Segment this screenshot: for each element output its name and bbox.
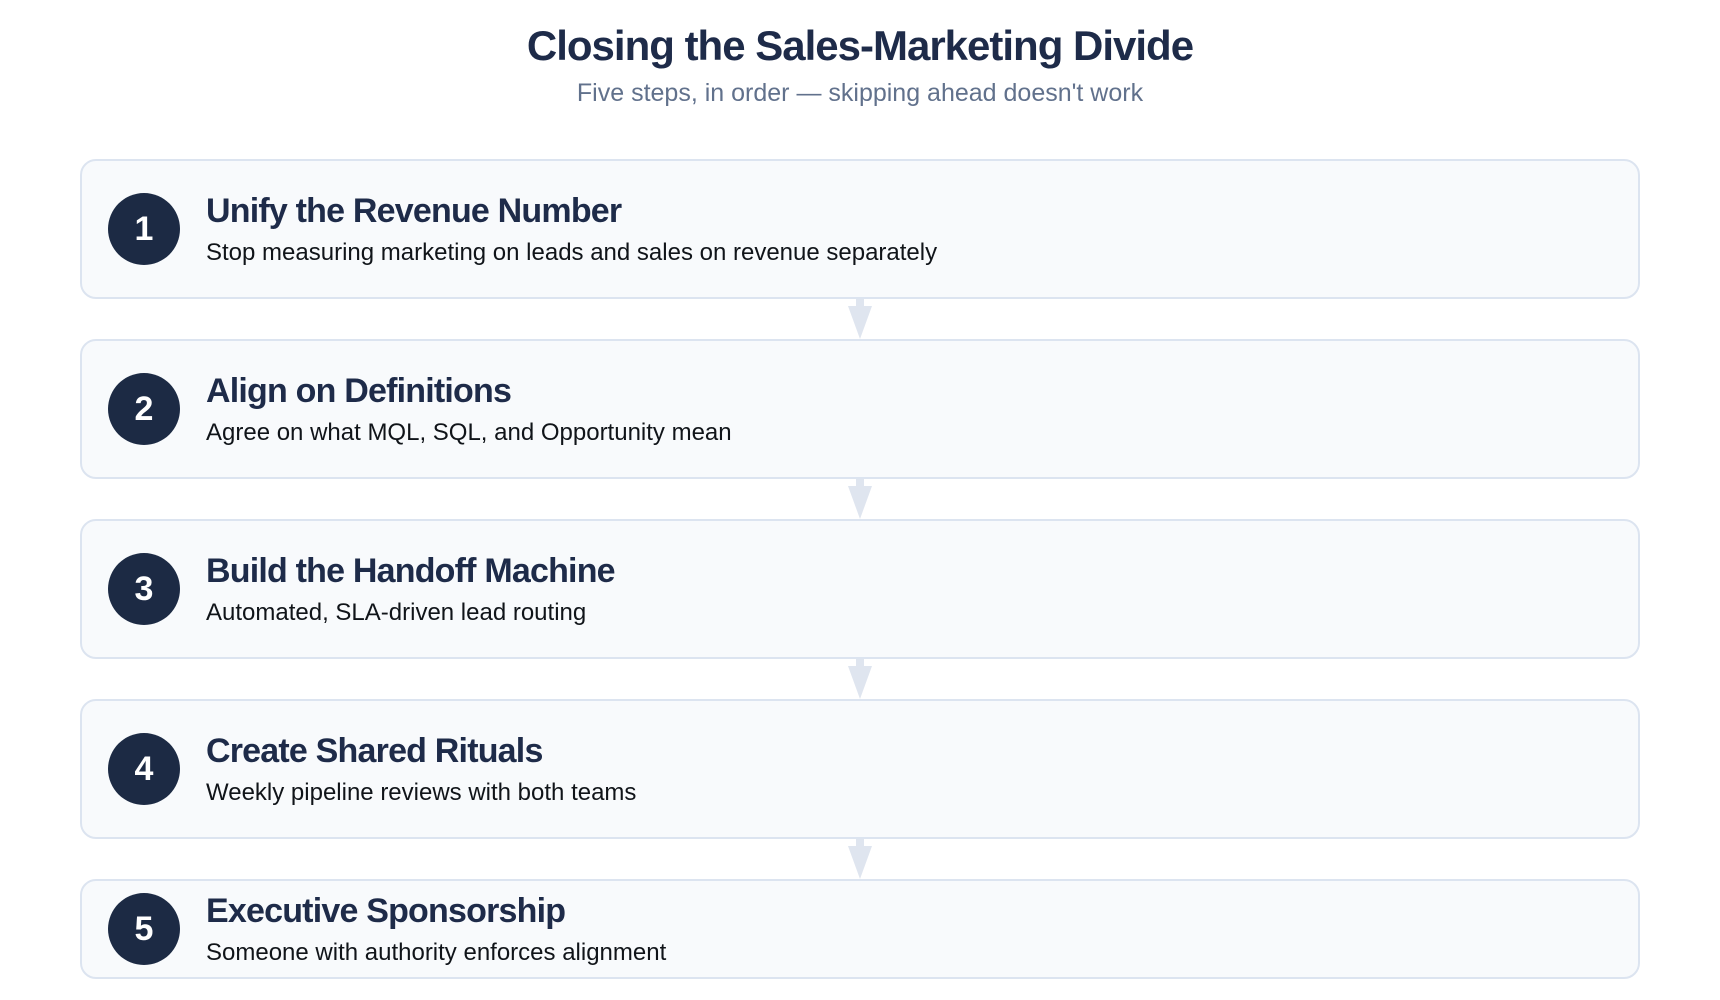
step-description: Stop measuring marketing on leads and sa… (206, 238, 938, 266)
step-content: Executive Sponsorship Someone with autho… (206, 891, 666, 968)
step-title: Create Shared Rituals (206, 731, 543, 770)
flow-connector (80, 299, 1640, 339)
step-card-1: 1 Unify the Revenue Number Stop measurin… (80, 159, 1640, 299)
step-description: Weekly pipeline reviews with both teams (206, 778, 637, 806)
step-title: Build the Handoff Machine (206, 551, 616, 590)
page-title: Closing the Sales-Marketing Divide (526, 22, 1194, 69)
down-arrow-icon (848, 299, 872, 339)
step-title: Align on Definitions (206, 371, 512, 410)
page-header: Closing the Sales-Marketing Divide Five … (0, 0, 1720, 109)
step-card-2: 2 Align on Definitions Agree on what MQL… (80, 339, 1640, 479)
step-card-3: 3 Build the Handoff Machine Automated, S… (80, 519, 1640, 659)
step-content: Unify the Revenue Number Stop measuring … (206, 191, 937, 268)
step-description: Someone with authority enforces alignmen… (206, 938, 667, 966)
flow-connector (80, 839, 1640, 879)
step-number-badge: 2 (108, 373, 180, 445)
step-title: Executive Sponsorship (206, 891, 566, 930)
down-arrow-icon (848, 479, 872, 519)
step-description: Agree on what MQL, SQL, and Opportunity … (206, 418, 732, 446)
step-card-4: 4 Create Shared Rituals Weekly pipeline … (80, 699, 1640, 839)
step-number-badge: 5 (108, 893, 180, 965)
step-card-5: 5 Executive Sponsorship Someone with aut… (80, 879, 1640, 979)
flow-connector (80, 479, 1640, 519)
step-content: Build the Handoff Machine Automated, SLA… (206, 551, 616, 628)
step-title: Unify the Revenue Number (206, 191, 622, 230)
flow-connector (80, 659, 1640, 699)
step-description: Automated, SLA-driven lead routing (206, 598, 587, 626)
step-content: Create Shared Rituals Weekly pipeline re… (206, 731, 636, 808)
step-number-badge: 3 (108, 553, 180, 625)
step-number-badge: 1 (108, 193, 180, 265)
step-number-badge: 4 (108, 733, 180, 805)
page-subtitle: Five steps, in order — skipping ahead do… (576, 79, 1144, 107)
down-arrow-icon (848, 659, 872, 699)
step-content: Align on Definitions Agree on what MQL, … (206, 371, 732, 448)
steps-flow: 1 Unify the Revenue Number Stop measurin… (80, 159, 1640, 979)
down-arrow-icon (848, 839, 872, 879)
